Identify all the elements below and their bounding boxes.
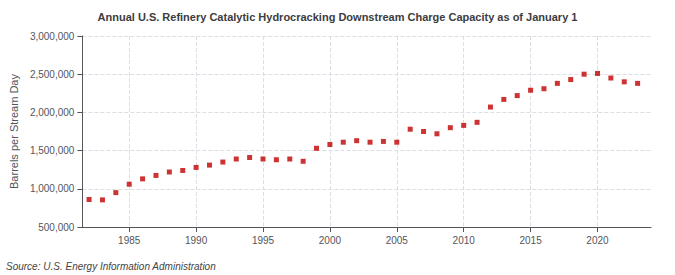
svg-text:2005: 2005 [386, 235, 409, 246]
svg-text:Barrels per Stream Day: Barrels per Stream Day [8, 74, 20, 189]
svg-text:2020: 2020 [586, 235, 609, 246]
svg-text:1990: 1990 [185, 235, 208, 246]
svg-text:500,000: 500,000 [38, 222, 75, 233]
svg-text:2,500,000: 2,500,000 [30, 69, 75, 80]
svg-text:1,000,000: 1,000,000 [30, 183, 75, 194]
svg-text:2010: 2010 [453, 235, 476, 246]
svg-text:1,500,000: 1,500,000 [30, 145, 75, 156]
svg-text:3,000,000: 3,000,000 [30, 31, 75, 42]
svg-text:2,000,000: 2,000,000 [30, 107, 75, 118]
svg-text:Annual U.S. Refinery Catalytic: Annual U.S. Refinery Catalytic Hydrocrac… [98, 11, 578, 23]
svg-text:Source: U.S. Energy Informatio: Source: U.S. Energy Information Administ… [6, 261, 216, 272]
svg-text:1985: 1985 [118, 235, 141, 246]
svg-text:1995: 1995 [252, 235, 275, 246]
svg-text:2000: 2000 [319, 235, 342, 246]
svg-text:2015: 2015 [519, 235, 542, 246]
